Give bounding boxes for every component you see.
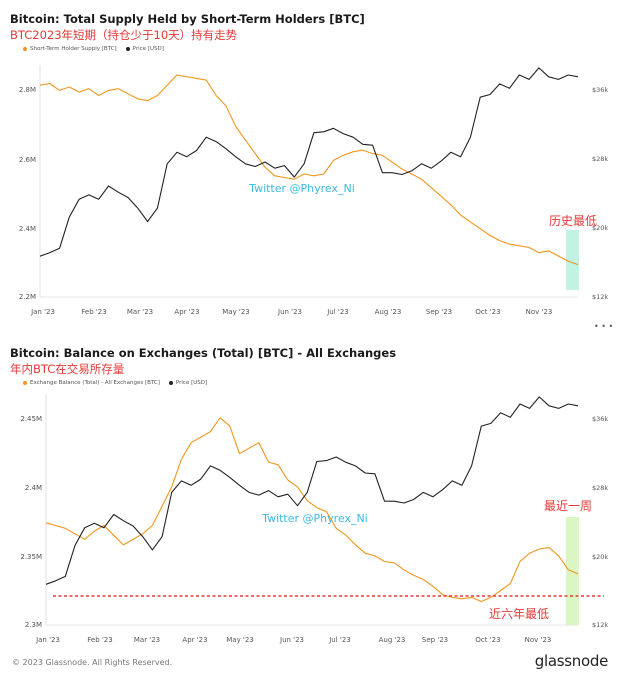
x-tick-label: Aug '23 [379,636,406,644]
y-left-tick-label: 2.45M [20,415,42,423]
x-tick-label: Jul '23 [326,308,349,316]
y-left-tick-label: 2.8M [19,86,36,94]
x-tick-label: Jan '23 [30,308,55,316]
chart1-legend: Short-Term Holder Supply [BTC] Price [US… [23,46,164,52]
more-dots: • • • [594,322,613,331]
legend-label: Short-Term Holder Supply [BTC] [30,46,117,52]
annotation-six-year-low: 近六年最低 [489,607,549,621]
x-tick-label: Jul '23 [328,636,351,644]
x-tick-label: May '23 [222,308,250,316]
y-right-tick-label: $20k [592,553,608,561]
x-tick-label: Jun '23 [279,636,304,644]
y-left-tick-label: 2.35M [20,553,42,561]
legend-item-price[interactable]: Price [USD] [125,46,164,52]
x-tick-label: Jan '23 [35,636,60,644]
x-tick-label: Mar '23 [127,308,153,316]
y-right-tick-label: $12k [592,293,608,301]
y-left-tick-label: 2.2M [19,293,36,301]
annotation-lowest: 历史最低 [549,214,597,228]
x-tick-label: Sep '23 [426,308,452,316]
x-tick-label: Feb '23 [81,308,106,316]
y-right-tick-label: $12k [592,621,608,629]
series-line-onchain [39,74,579,266]
legend-item-price[interactable]: Price [USD] [168,380,208,386]
x-tick-label: May '23 [226,636,254,644]
x-tick-label: Apr '23 [182,636,207,644]
series-line-price [39,67,579,257]
y-right-tick-label: $20k [592,224,608,232]
chart1-plot[interactable]: 2.8M 2.6M 2.4M 2.2M $36k $28k $20k $12k Jan '23 F… [0,0,622,331]
glassnode-logo: glassnode [534,652,609,670]
y-left-tick-label: 2.3M [25,621,42,629]
y-left-tick-label: 2.4M [25,484,42,492]
chart2-legend: Exchange Balance (Total) - All Exchanges… [23,380,207,386]
watermark-text: Twitter @Phyrex_Ni [248,182,355,195]
series-line-price [45,396,579,585]
legend-label: Exchange Balance (Total) - All Exchanges… [30,380,160,386]
chart2-subtitle: 年内BTC在交易所存量 [10,362,125,376]
x-tick-label: Aug '23 [375,308,402,316]
x-tick-label: Oct '23 [475,308,500,316]
y-right-tick-label: $36k [592,86,608,94]
y-left-tick-label: 2.4M [19,225,36,233]
y-right-tick-label: $36k [592,415,608,423]
chart2-title: Bitcoin: Balance on Exchanges (Total) [B… [10,346,397,360]
watermark-text: Twitter @Phyrex_Ni [261,512,368,525]
x-tick-label: Apr '23 [174,308,199,316]
x-tick-label: Sep '23 [422,636,448,644]
y-left-tick-label: 2.6M [19,156,36,164]
annotation-recent-week: 最近一周 [544,499,592,513]
highlight-band [566,230,579,290]
legend-item-sth-supply[interactable]: Short-Term Holder Supply [BTC] [23,46,117,52]
x-tick-label: Mar '23 [134,636,160,644]
chart1-subtitle: BTC2023年短期（持仓少于10天）持有走势 [10,28,238,42]
copyright: © 2023 Glassnode. All Rights Reserved. [12,658,173,667]
x-tick-label: Nov '23 [525,636,552,644]
series-line-onchain [45,417,579,603]
x-tick-label: Feb '23 [87,636,112,644]
y-right-tick-label: $28k [592,155,608,163]
x-tick-label: Oct '23 [475,636,500,644]
chart1-title: Bitcoin: Total Supply Held by Short-Term… [10,12,365,26]
legend-label: Price [USD] [175,380,208,386]
legend-item-exchange-balance[interactable]: Exchange Balance (Total) - All Exchanges… [23,380,160,386]
y-right-tick-label: $28k [592,484,608,492]
legend-label: Price [USD] [132,46,164,52]
x-tick-label: Jun '23 [277,308,302,316]
x-tick-label: Nov '23 [526,308,553,316]
